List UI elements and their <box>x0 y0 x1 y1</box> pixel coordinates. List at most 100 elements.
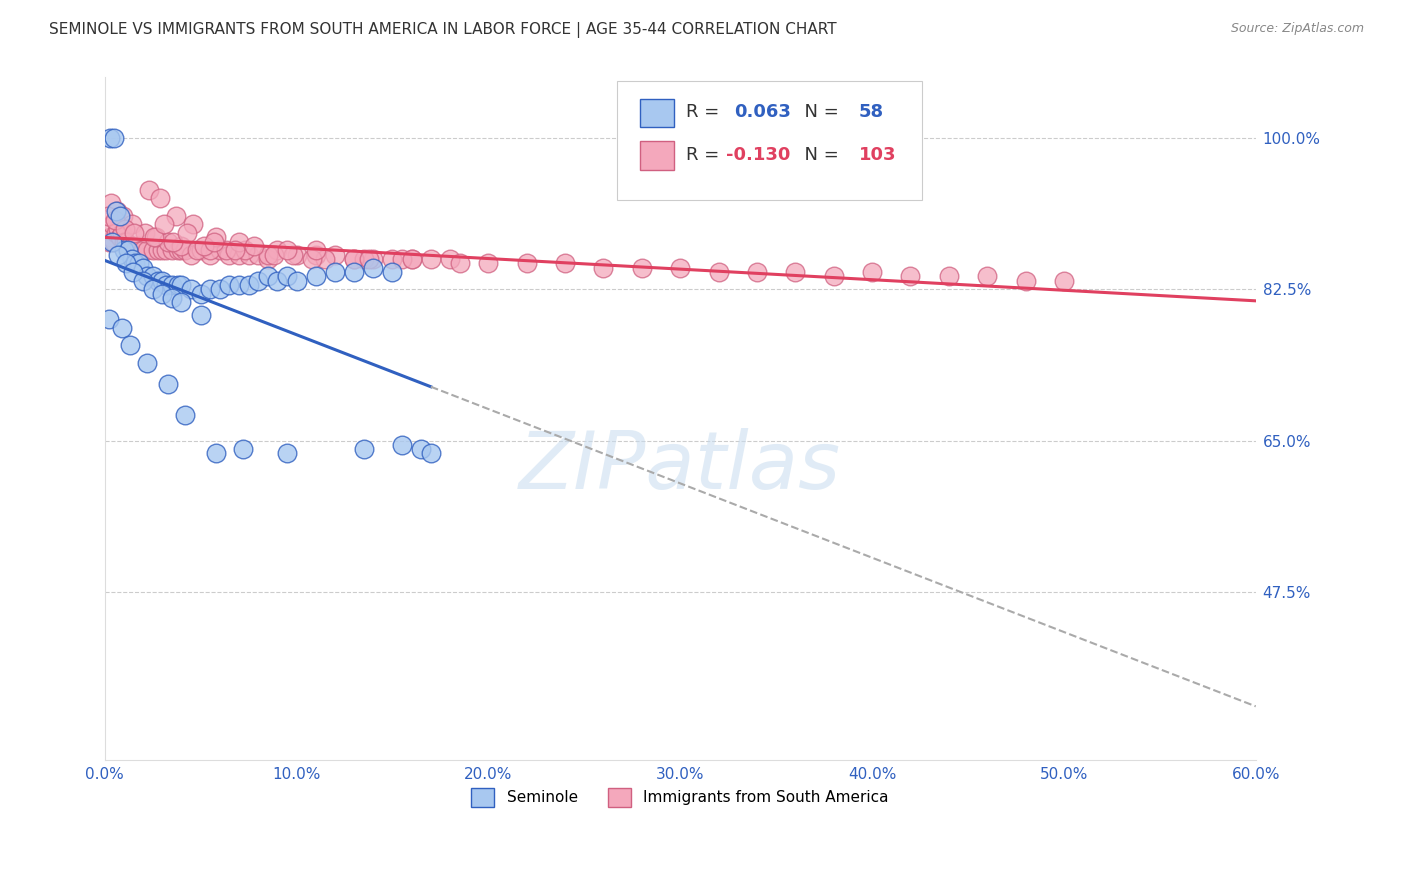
Point <box>155 244 177 258</box>
Point <box>128 239 150 253</box>
Point <box>669 260 692 275</box>
Point <box>100 195 122 210</box>
Point <box>477 256 499 270</box>
Point <box>145 230 167 244</box>
Point <box>745 265 768 279</box>
Point <box>193 239 215 253</box>
Point <box>314 252 336 266</box>
Point <box>305 244 328 258</box>
Point <box>186 244 208 258</box>
Point <box>105 204 128 219</box>
Point <box>104 213 127 227</box>
Text: Source: ZipAtlas.com: Source: ZipAtlas.com <box>1230 22 1364 36</box>
Point <box>232 442 254 457</box>
Point <box>135 244 157 258</box>
Point <box>165 209 187 223</box>
Point <box>149 191 172 205</box>
Point <box>148 274 170 288</box>
Point <box>117 244 139 258</box>
Point <box>101 235 124 249</box>
FancyBboxPatch shape <box>640 141 675 169</box>
Point <box>554 256 576 270</box>
Point <box>208 282 231 296</box>
Point <box>281 247 304 261</box>
FancyBboxPatch shape <box>640 99 675 128</box>
Point <box>233 244 256 258</box>
Point <box>122 239 145 253</box>
Point <box>138 183 160 197</box>
Point <box>205 230 228 244</box>
Text: 0.063: 0.063 <box>734 103 792 121</box>
Point <box>170 244 193 258</box>
Point <box>938 269 960 284</box>
Point <box>411 442 433 457</box>
Point <box>150 274 173 288</box>
Point <box>353 252 375 266</box>
Text: ZIPatlas: ZIPatlas <box>519 428 841 506</box>
Point <box>276 244 298 258</box>
Point <box>301 252 323 266</box>
Point <box>108 209 131 223</box>
Point <box>361 252 384 266</box>
Point <box>359 252 381 266</box>
Text: -0.130: -0.130 <box>727 146 790 164</box>
Point <box>153 218 176 232</box>
Point <box>707 265 730 279</box>
Point <box>132 260 155 275</box>
Point <box>156 235 179 249</box>
Point <box>247 274 270 288</box>
Point <box>156 377 179 392</box>
Point <box>208 244 231 258</box>
Point <box>107 247 129 261</box>
Point <box>121 252 143 266</box>
Point <box>180 247 202 261</box>
Point <box>148 244 170 258</box>
Point <box>323 247 346 261</box>
Point <box>228 277 250 292</box>
Point <box>107 221 129 235</box>
Point <box>124 226 146 240</box>
Point <box>381 265 404 279</box>
Point <box>100 131 122 145</box>
Point <box>214 244 236 258</box>
Point <box>170 239 193 253</box>
Point <box>97 235 120 249</box>
Point <box>176 226 198 240</box>
Point <box>256 247 278 261</box>
Text: 58: 58 <box>859 103 884 121</box>
Point <box>155 277 177 292</box>
Point <box>174 244 197 258</box>
Point <box>823 269 845 284</box>
Point <box>218 247 240 261</box>
Point <box>124 244 146 258</box>
Point <box>361 260 384 275</box>
Point <box>343 252 366 266</box>
Point <box>142 282 165 296</box>
Point <box>121 218 143 232</box>
Point <box>1014 274 1036 288</box>
Point <box>142 269 165 284</box>
Point <box>117 239 139 253</box>
Point <box>134 226 156 240</box>
Point <box>103 235 125 249</box>
Legend: Seminole, Immigrants from South America: Seminole, Immigrants from South America <box>464 780 897 814</box>
Point <box>190 244 212 258</box>
Point <box>105 226 128 240</box>
Point <box>391 252 413 266</box>
Point <box>1053 274 1076 288</box>
Point <box>285 247 308 261</box>
Point <box>976 269 998 284</box>
Point <box>228 247 250 261</box>
Text: R =: R = <box>686 103 725 121</box>
Point <box>285 274 308 288</box>
Point <box>111 209 134 223</box>
Point <box>150 244 173 258</box>
Point <box>276 269 298 284</box>
Point <box>112 244 135 258</box>
Point <box>401 252 423 266</box>
Point <box>785 265 807 279</box>
Text: N =: N = <box>793 146 845 164</box>
Point <box>132 244 155 258</box>
Point <box>150 286 173 301</box>
Point <box>118 239 141 253</box>
